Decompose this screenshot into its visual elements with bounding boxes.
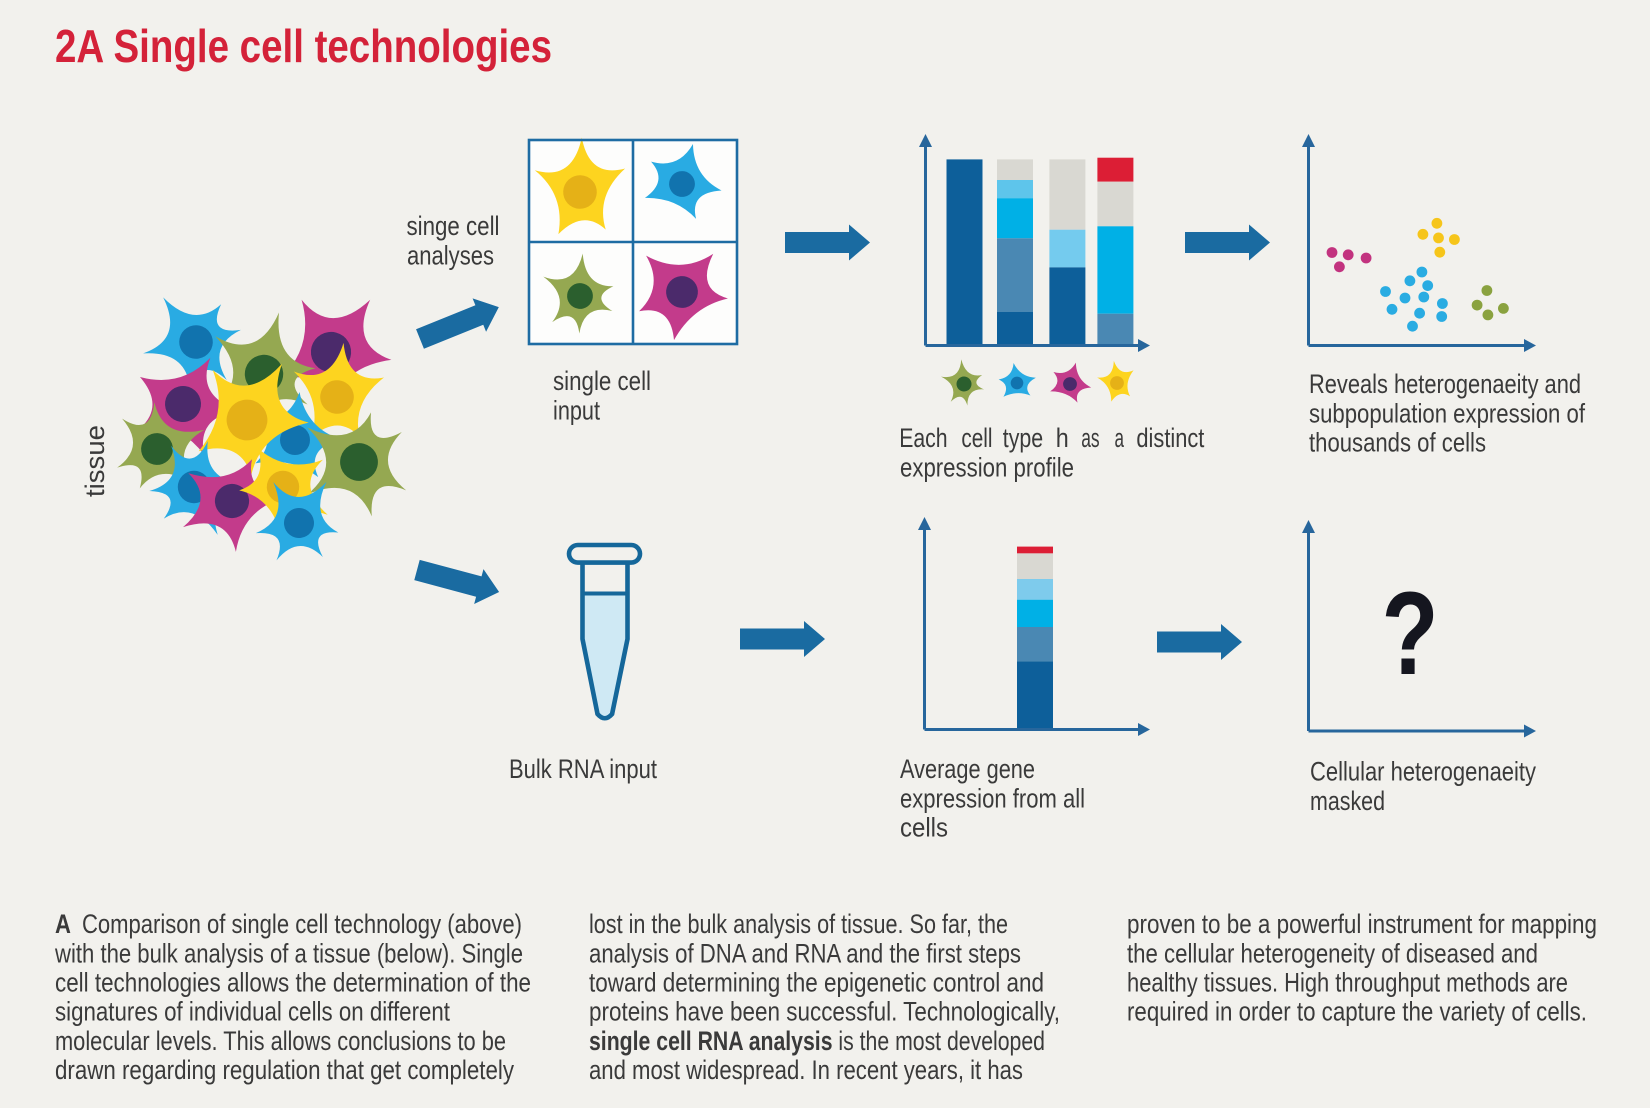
svg-text:and most widespread. In recent: and most widespread. In recent years, it… [589, 1055, 1023, 1085]
svg-text:with the bulk analysis of a ti: with the bulk analysis of a tissue (belo… [54, 938, 523, 968]
svg-text:proteins have been successful.: proteins have been successful. Technolog… [589, 997, 1060, 1027]
svg-text:subpopulation expression of: subpopulation expression of [1309, 398, 1585, 428]
svg-text:cells: cells [900, 813, 948, 843]
svg-text:A Comparison of single cell te: A Comparison of single cell technology (… [55, 909, 522, 939]
svg-text:singe cell: singe cell [407, 211, 500, 241]
svg-text:the cellular heterogeneity of: the cellular heterogeneity of diseased a… [1127, 938, 1538, 968]
svg-text:h: h [1056, 423, 1069, 453]
svg-text:signatures of individual cells: signatures of individual cells on differ… [55, 997, 450, 1027]
svg-text:expression from all: expression from all [900, 783, 1085, 813]
svg-text:molecular levels. This allows: molecular levels. This allows conclusion… [55, 1026, 506, 1056]
svg-text:Bulk RNA input: Bulk RNA input [509, 754, 657, 784]
svg-text:lost in the bulk analysis of t: lost in the bulk analysis of tissue. So … [589, 909, 1008, 939]
svg-text:healthy tissues. High throughp: healthy tissues. High throughput methods… [1127, 968, 1568, 998]
svg-text:cell technologies allows the d: cell technologies allows the determinati… [55, 968, 531, 998]
svg-text:distinct: distinct [1136, 423, 1204, 453]
svg-text:cell: cell [961, 423, 992, 453]
svg-text:thousands of cells: thousands of cells [1309, 428, 1486, 458]
svg-text:type: type [1003, 423, 1043, 453]
svg-text:?: ? [1382, 568, 1439, 700]
svg-text:2A Single cell technologies: 2A Single cell technologies [55, 20, 552, 72]
svg-text:Each: Each [899, 423, 947, 453]
svg-text:single cell: single cell [553, 366, 651, 396]
svg-text:single cell RNA analysis is th: single cell RNA analysis is the most dev… [589, 1026, 1045, 1056]
svg-text:Cellular heterogenaeity: Cellular heterogenaeity [1310, 757, 1536, 787]
svg-text:analyses: analyses [407, 241, 494, 271]
svg-text:analysis of DNA and RNA and th: analysis of DNA and RNA and the first st… [589, 938, 1021, 968]
svg-text:proven to be a powerful instr: proven to be a powerful instrument for m… [1127, 909, 1597, 939]
svg-text:input: input [553, 396, 600, 426]
svg-text:toward determining the epigene: toward determining the epigenetic contro… [589, 968, 1044, 998]
svg-text:tissue: tissue [80, 425, 110, 497]
svg-text:as: as [1081, 423, 1099, 453]
svg-text:drawn regarding regulation tha: drawn regarding regulation that get comp… [55, 1055, 514, 1085]
svg-text:Average gene: Average gene [900, 754, 1035, 784]
svg-text:Reveals heterogenaeity and: Reveals heterogenaeity and [1309, 369, 1581, 399]
svg-text:required in order to capture t: required in order to capture the variety… [1127, 997, 1587, 1027]
svg-text:masked: masked [1310, 786, 1385, 816]
svg-text:expression profile: expression profile [900, 453, 1074, 483]
svg-text:a: a [1115, 423, 1125, 453]
